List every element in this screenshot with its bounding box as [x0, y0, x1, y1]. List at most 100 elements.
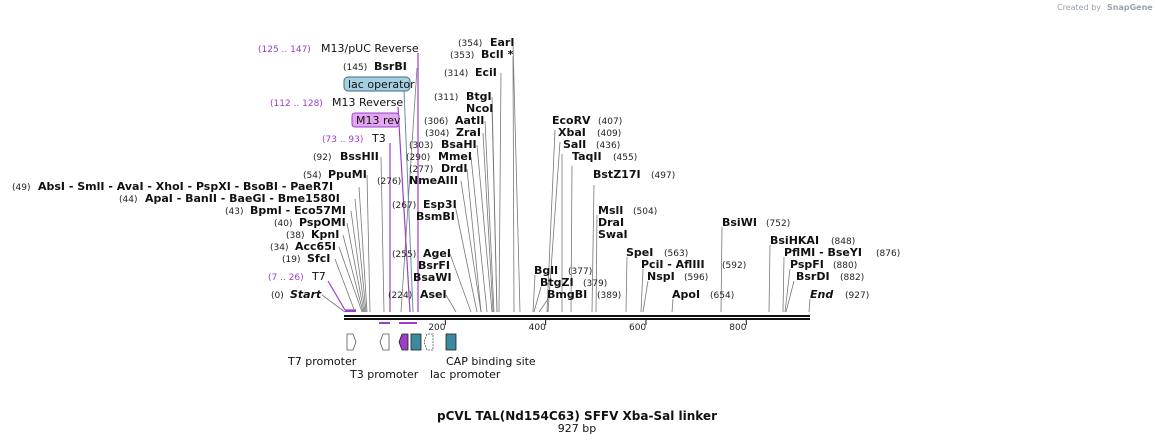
primer-m13puc-name: M13/pUC Reverse — [321, 42, 419, 55]
site-pos: (311) — [434, 93, 458, 103]
site-name-group: AbsI - SmlI - AvaI - XhoI - PspXI - BsoB… — [38, 180, 333, 193]
site-pos: (224) — [388, 291, 412, 301]
site-pos: (654) — [710, 291, 734, 301]
site-name: PspFI — [790, 258, 824, 271]
site-pos: (377) — [568, 267, 592, 277]
primer-t3-name: T3 — [371, 132, 386, 145]
ruler: 200 400 600 800 — [428, 320, 747, 333]
primer-t7-range: (7 .. 26) — [268, 273, 304, 283]
site-pos: (927) — [845, 291, 869, 301]
site-name: NmeAIII — [409, 174, 458, 187]
site-name: KpnI — [311, 228, 339, 241]
primer-leader-lines — [327, 53, 419, 313]
site-name-group: ApaI - BanII - BaeGI - Bme1580I — [145, 192, 340, 205]
feature-label-lac-promoter: lac promoter — [430, 368, 501, 381]
map-length: 927 bp — [558, 422, 596, 435]
site-name: PpuMI — [328, 168, 367, 181]
site-pos: (497) — [651, 171, 675, 181]
site-name: BsaHI — [441, 138, 477, 151]
site-name: PspOMI — [299, 216, 346, 229]
site-pos: (882) — [840, 273, 864, 283]
site-pos: (290) — [406, 153, 430, 163]
site-pos: (409) — [597, 129, 621, 139]
site-pos: (596) — [684, 273, 708, 283]
ruler-tick-label: 600 — [629, 323, 646, 333]
site-name: EciI — [475, 66, 497, 79]
site-name: MslI — [598, 204, 623, 217]
site-name-group: PflMI - BseYI — [784, 246, 862, 259]
site-name: BsiWI — [722, 216, 757, 229]
site-name: EcoRV — [552, 114, 591, 127]
m13-rev-box — [351, 112, 400, 128]
feature-track — [346, 333, 457, 351]
site-pos: (92) — [313, 153, 331, 163]
site-pos: (0) — [271, 291, 284, 301]
feature-label-t3-promoter: T3 promoter — [349, 368, 419, 381]
site-name: BtgZI — [540, 276, 574, 289]
feature-t3-promoter — [379, 333, 390, 351]
feature-label-t7-promoter: T7 promoter — [287, 355, 357, 368]
site-pos: (592) — [722, 261, 746, 271]
primer-m13rev-range: (112 .. 128) — [270, 99, 323, 109]
site-name: Acc65I — [295, 240, 336, 253]
site-name: BmgBI — [547, 288, 587, 301]
lac-operator-label: lac operator — [348, 78, 415, 91]
site-name: BsmBI — [416, 210, 455, 223]
site-pos: (379) — [583, 279, 607, 289]
site-pos: (436) — [596, 141, 620, 151]
site-pos: (455) — [613, 153, 637, 163]
site-pos: (880) — [833, 261, 857, 271]
site-pos: (19) — [282, 255, 300, 265]
site-name: SalI — [563, 138, 586, 151]
primer-t3-range: (73 .. 93) — [322, 135, 363, 145]
ruler-tick-label: 800 — [729, 323, 746, 333]
site-pos: (49) — [12, 183, 30, 193]
site-pos: (38) — [286, 231, 304, 241]
site-pos: (43) — [225, 207, 243, 217]
site-pos: (44) — [119, 195, 137, 205]
site-pos: (354) — [458, 39, 482, 49]
site-pos: (303) — [409, 141, 433, 151]
site-pos: (306) — [424, 117, 448, 127]
site-pos: (848) — [831, 237, 855, 247]
site-name: BsrFI — [418, 259, 450, 272]
m13-rev-label: M13 rev — [356, 114, 401, 127]
site-name: AatII — [455, 114, 484, 127]
credit-text: Created by — [1057, 3, 1101, 12]
site-pos: (876) — [876, 249, 900, 259]
site-name: AseI — [420, 288, 447, 301]
feature-lac-promoter — [423, 333, 434, 351]
site-name: DraI — [598, 216, 624, 229]
site-name: BsrDI — [796, 270, 830, 283]
site-name: PciI - AflIII — [641, 258, 705, 271]
site-name: ZraI — [456, 126, 481, 139]
site-pos: (407) — [598, 117, 622, 127]
site-pos: (276) — [377, 177, 401, 187]
site-name: EarI — [490, 36, 514, 49]
site-pos: (314) — [444, 69, 468, 79]
ruler-tick-label: 400 — [529, 323, 546, 333]
ruler-tick-label: 200 — [428, 323, 445, 333]
site-pos: (353) — [450, 51, 474, 61]
end-label: End — [810, 288, 833, 301]
site-name: BclI * — [481, 48, 514, 61]
site-name: BsaWI — [413, 271, 452, 284]
feature-lac-operator — [410, 333, 422, 351]
site-name: SwaI — [598, 228, 628, 241]
map-title: pCVL TAL(Nd154C63) SFFV Xba-Sal linker — [437, 409, 717, 423]
site-pos: (752) — [766, 219, 790, 229]
site-pos: (277) — [409, 165, 433, 175]
site-name: BglI — [534, 264, 558, 277]
site-name: BtgI — [466, 90, 492, 103]
site-name: MmeI — [438, 150, 472, 163]
site-pos: (40) — [274, 219, 292, 229]
site-name: ApoI — [672, 288, 700, 301]
m13-primer-bar — [399, 322, 417, 324]
t7-primer-bar — [345, 310, 356, 312]
site-name: SfcI — [307, 252, 330, 265]
feature-t7-promoter — [346, 333, 357, 351]
site-name: BsiHKAI — [770, 234, 819, 247]
lac-operator-box — [343, 76, 411, 92]
site-name: NcoI — [466, 102, 493, 115]
